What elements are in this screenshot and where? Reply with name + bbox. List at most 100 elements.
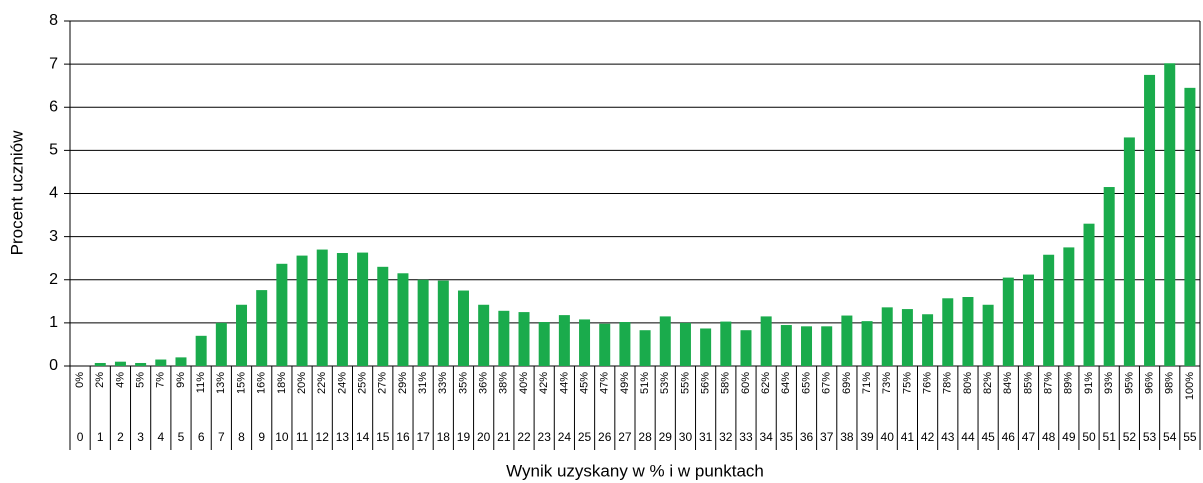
x-tick-label: 54: [1163, 430, 1177, 444]
percent-label: 62%: [760, 372, 772, 394]
bar: [579, 319, 591, 366]
percent-label: 84%: [1002, 372, 1014, 394]
bar: [639, 330, 651, 366]
y-tick-label: 2: [49, 271, 58, 288]
percent-label: 76%: [921, 372, 933, 394]
percent-label: 18%: [276, 372, 288, 394]
x-tick-label: 47: [1022, 430, 1036, 444]
percent-label: 87%: [1043, 372, 1055, 394]
percent-label: 73%: [881, 372, 893, 394]
bar: [276, 263, 288, 366]
x-tick-label: 22: [517, 430, 531, 444]
percent-label: 95%: [1123, 372, 1135, 394]
x-tick-label: 10: [275, 430, 289, 444]
percent-label: 89%: [1063, 372, 1075, 394]
x-tick-label: 50: [1082, 430, 1096, 444]
x-tick-label: 51: [1103, 430, 1117, 444]
percent-label: 22%: [316, 372, 328, 394]
percent-label: 69%: [841, 372, 853, 394]
x-tick-label: 16: [396, 430, 410, 444]
percent-label: 16%: [256, 372, 268, 394]
bar: [760, 316, 772, 366]
percent-label: 36%: [478, 372, 490, 394]
x-tick-label: 30: [679, 430, 693, 444]
bar: [1002, 277, 1014, 366]
bar: [316, 249, 328, 366]
bar: [780, 325, 792, 366]
percent-label: 9%: [175, 372, 187, 388]
x-tick-label: 52: [1123, 430, 1137, 444]
x-tick-label: 35: [780, 430, 794, 444]
x-tick-label: 3: [137, 430, 144, 444]
y-tick-label: 0: [49, 357, 58, 374]
bar: [256, 290, 268, 366]
percent-label: 4%: [114, 372, 126, 388]
percent-label: 27%: [377, 372, 389, 394]
percent-label: 91%: [1083, 372, 1095, 394]
bar: [1144, 74, 1156, 366]
bar: [558, 315, 570, 366]
percent-label: 64%: [780, 372, 792, 394]
x-tick-label: 17: [416, 430, 430, 444]
bar: [1083, 223, 1095, 366]
x-tick-label: 32: [719, 430, 733, 444]
bar: [901, 309, 913, 366]
x-tick-label: 5: [178, 430, 185, 444]
percent-label: 96%: [1143, 372, 1155, 394]
percent-label: 60%: [740, 372, 752, 394]
percent-label: 13%: [215, 372, 227, 394]
bar: [94, 362, 106, 366]
percent-label: 45%: [578, 372, 590, 394]
percent-label: 40%: [518, 372, 530, 394]
percent-label: 31%: [417, 372, 429, 394]
bar: [841, 315, 853, 366]
x-tick-label: 19: [457, 430, 471, 444]
bar: [437, 280, 449, 366]
percent-label: 51%: [639, 372, 651, 394]
bar: [538, 322, 550, 366]
x-tick-label: 42: [921, 430, 935, 444]
bar: [1184, 87, 1196, 366]
x-tick-label: 15: [376, 430, 390, 444]
percent-label: 35%: [457, 372, 469, 394]
percent-label: 80%: [962, 372, 974, 394]
x-tick-label: 36: [800, 430, 814, 444]
x-tick-label: 53: [1143, 430, 1157, 444]
percent-label: 93%: [1103, 372, 1115, 394]
percent-label: 0%: [74, 372, 86, 388]
x-tick-label: 34: [759, 430, 773, 444]
x-tick-label: 28: [638, 430, 652, 444]
x-tick-label: 45: [981, 430, 995, 444]
percent-label: 58%: [720, 372, 732, 394]
x-tick-label: 39: [860, 430, 874, 444]
percent-label: 53%: [659, 372, 671, 394]
percent-label: 15%: [235, 372, 247, 394]
x-tick-label: 55: [1183, 430, 1197, 444]
percent-label: 67%: [821, 372, 833, 394]
x-tick-label: 25: [578, 430, 592, 444]
percent-label: 38%: [498, 372, 510, 394]
x-tick-label: 13: [336, 430, 350, 444]
percent-label: 55%: [679, 372, 691, 394]
percent-label: 56%: [700, 372, 712, 394]
percent-label: 100%: [1184, 372, 1196, 400]
x-tick-label: 31: [699, 430, 713, 444]
bar: [498, 310, 510, 366]
y-tick-label: 8: [49, 12, 58, 29]
bar: [377, 266, 389, 366]
x-tick-label: 27: [618, 430, 632, 444]
bar: [942, 298, 954, 366]
x-tick-label: 7: [218, 430, 225, 444]
x-tick-label: 20: [477, 430, 491, 444]
percent-label: 11%: [195, 372, 207, 393]
y-tick-label: 5: [49, 142, 58, 159]
x-tick-label: 12: [316, 430, 330, 444]
percent-label: 7%: [155, 372, 167, 388]
bar: [175, 357, 187, 366]
y-axis-title: Procent uczniów: [7, 130, 26, 255]
bar: [336, 253, 348, 366]
bar: [962, 297, 974, 366]
x-tick-label: 4: [157, 430, 164, 444]
percent-label: 25%: [356, 372, 368, 394]
